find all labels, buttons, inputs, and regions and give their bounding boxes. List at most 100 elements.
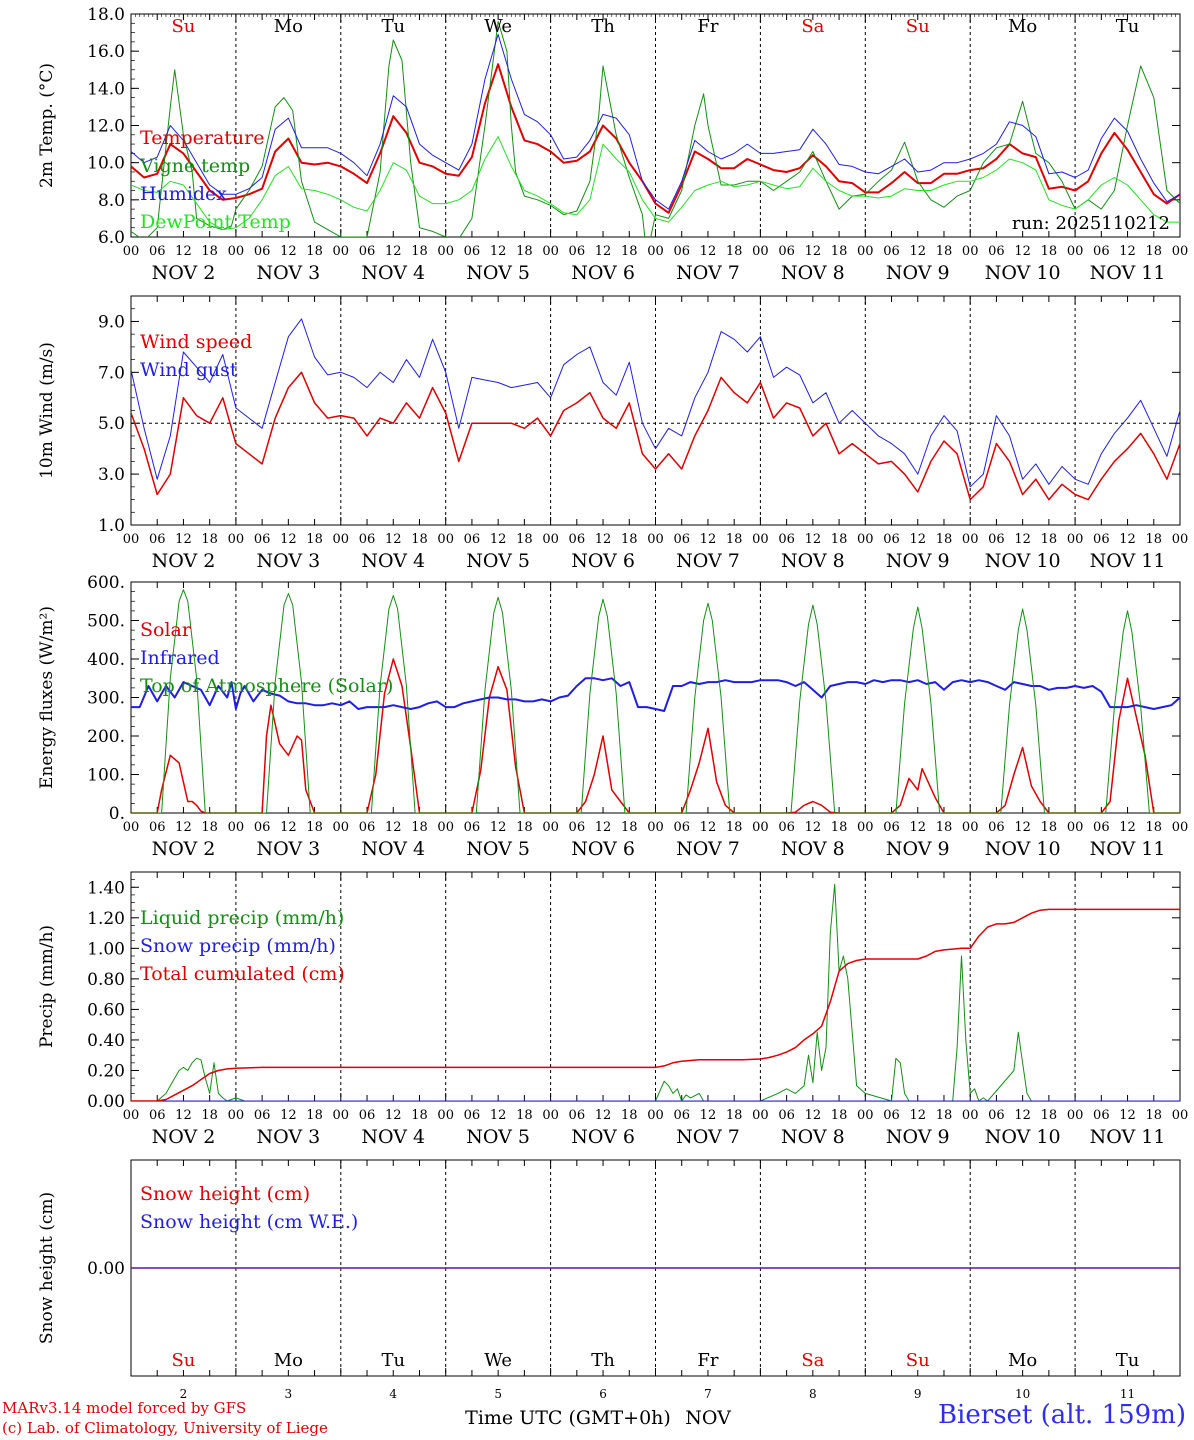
x-hour-label: 18 bbox=[1041, 820, 1058, 835]
legend-entry: Top of Atmosphere (Solar) bbox=[140, 675, 393, 697]
x-date-label: NOV 2 bbox=[152, 550, 216, 572]
x-hour-label: 18 bbox=[831, 532, 848, 547]
x-hour-label: 18 bbox=[306, 1108, 323, 1123]
x-hour-label: 18 bbox=[621, 820, 638, 835]
x-hour-label: 06 bbox=[359, 532, 376, 547]
x-hour-label: 12 bbox=[1014, 1108, 1031, 1123]
x-hour-label: 00 bbox=[1172, 820, 1189, 835]
x-hour-label: 12 bbox=[1014, 820, 1031, 835]
x-hour-label: 18 bbox=[1146, 244, 1163, 259]
x-hour-label: 00 bbox=[752, 532, 769, 547]
x-date-label: NOV 9 bbox=[886, 550, 950, 572]
x-hour-label: 00 bbox=[752, 244, 769, 259]
y-tick-label: 1.0 bbox=[98, 516, 125, 536]
x-date-label: NOV 6 bbox=[571, 838, 635, 860]
y-tick-label: 14.0 bbox=[87, 79, 125, 99]
x-hour-label: 00 bbox=[962, 532, 979, 547]
x-hour-label: 12 bbox=[175, 1108, 192, 1123]
y-tick-label: 400. bbox=[87, 650, 125, 670]
x-hour-label: 06 bbox=[149, 532, 166, 547]
x-hour-label: 06 bbox=[1093, 1108, 1110, 1123]
x-hour-label: 12 bbox=[1119, 532, 1136, 547]
legend-entry: Snow height (cm W.E.) bbox=[140, 1211, 358, 1233]
x-hour-label: 06 bbox=[254, 532, 271, 547]
x-hour-label: 00 bbox=[1172, 532, 1189, 547]
y-tick-label: 0.20 bbox=[87, 1061, 125, 1081]
y-tick-label: 600. bbox=[87, 573, 125, 593]
x-date-label: NOV 4 bbox=[361, 550, 425, 572]
x-hour-label: 00 bbox=[123, 1108, 140, 1123]
x-date-label: NOV 4 bbox=[361, 838, 425, 860]
x-hour-label: 18 bbox=[411, 820, 428, 835]
y-tick-label: 10.0 bbox=[87, 154, 125, 174]
series-line-wind-speed bbox=[131, 371, 1180, 501]
day-of-week-label: Fr bbox=[697, 16, 718, 37]
x-date-label: NOV 6 bbox=[571, 262, 635, 284]
day-number-label: 6 bbox=[599, 1387, 607, 1401]
x-hour-label: 18 bbox=[936, 244, 953, 259]
day-number-label: 9 bbox=[914, 1387, 922, 1401]
x-date-label: NOV 7 bbox=[676, 838, 740, 860]
x-hour-label: 18 bbox=[306, 244, 323, 259]
day-of-week-label: Tu bbox=[1116, 16, 1140, 37]
x-hour-label: 00 bbox=[228, 532, 245, 547]
x-hour-label: 00 bbox=[752, 820, 769, 835]
x-hour-label: 12 bbox=[909, 532, 926, 547]
x-hour-label: 18 bbox=[306, 532, 323, 547]
x-hour-label: 12 bbox=[805, 1108, 822, 1123]
x-hour-label: 06 bbox=[778, 820, 795, 835]
x-hour-label: 12 bbox=[490, 1108, 507, 1123]
x-hour-label: 00 bbox=[333, 532, 350, 547]
x-date-label: NOV 4 bbox=[361, 262, 425, 284]
x-hour-label: 00 bbox=[437, 532, 454, 547]
x-hour-label: 12 bbox=[1119, 820, 1136, 835]
legend-entry: Vigne temp bbox=[139, 155, 250, 177]
x-hour-label: 00 bbox=[962, 244, 979, 259]
day-of-week-label: Su bbox=[906, 16, 930, 37]
y-tick-label: 0. bbox=[109, 804, 125, 824]
x-hour-label: 06 bbox=[254, 820, 271, 835]
x-hour-label: 00 bbox=[228, 1108, 245, 1123]
day-of-week-label: Su bbox=[171, 16, 195, 37]
y-tick-label: 300. bbox=[87, 689, 125, 709]
x-hour-label: 06 bbox=[778, 532, 795, 547]
x-hour-label: 12 bbox=[385, 532, 402, 547]
day-number-label: 3 bbox=[285, 1387, 293, 1401]
x-hour-label: 00 bbox=[1067, 820, 1084, 835]
legend-entry: Wind gust bbox=[140, 359, 238, 381]
y-tick-label: 1.00 bbox=[87, 939, 125, 959]
x-date-label: NOV 2 bbox=[152, 262, 216, 284]
x-hour-label: 00 bbox=[962, 1108, 979, 1123]
x-hour-label: 00 bbox=[1067, 1108, 1084, 1123]
x-hour-label: 06 bbox=[254, 244, 271, 259]
x-hour-label: 12 bbox=[805, 244, 822, 259]
x-hour-label: 12 bbox=[700, 244, 717, 259]
x-hour-label: 12 bbox=[175, 244, 192, 259]
x-hour-label: 06 bbox=[569, 820, 586, 835]
x-hour-label: 00 bbox=[123, 820, 140, 835]
legend-entry: Wind speed bbox=[140, 331, 252, 353]
day-of-week-label: Th bbox=[591, 1350, 615, 1371]
y-tick-label: 1.40 bbox=[87, 878, 125, 898]
x-hour-label: 06 bbox=[464, 1108, 481, 1123]
x-hour-label: 00 bbox=[1172, 1108, 1189, 1123]
x-hour-label: 06 bbox=[883, 820, 900, 835]
series-line-wind-gust bbox=[131, 318, 1180, 488]
x-hour-label: 12 bbox=[909, 820, 926, 835]
x-date-label: NOV 11 bbox=[1090, 262, 1166, 284]
x-date-label: NOV 10 bbox=[985, 1126, 1061, 1148]
x-hour-label: 12 bbox=[805, 820, 822, 835]
x-hour-label: 18 bbox=[516, 820, 533, 835]
x-hour-label: 06 bbox=[778, 1108, 795, 1123]
x-date-label: NOV 3 bbox=[256, 262, 320, 284]
credit-model: MARv3.14 model forced by GFS bbox=[2, 1399, 247, 1417]
x-hour-label: 18 bbox=[1146, 1108, 1163, 1123]
x-hour-label: 00 bbox=[1172, 244, 1189, 259]
x-date-label: NOV 5 bbox=[466, 838, 530, 860]
y-tick-label: 0.80 bbox=[87, 970, 125, 990]
x-date-label: NOV 5 bbox=[466, 1126, 530, 1148]
x-hour-label: 12 bbox=[595, 532, 612, 547]
x-hour-label: 00 bbox=[437, 820, 454, 835]
y-tick-label: 0.00 bbox=[87, 1092, 125, 1112]
x-hour-label: 12 bbox=[805, 532, 822, 547]
